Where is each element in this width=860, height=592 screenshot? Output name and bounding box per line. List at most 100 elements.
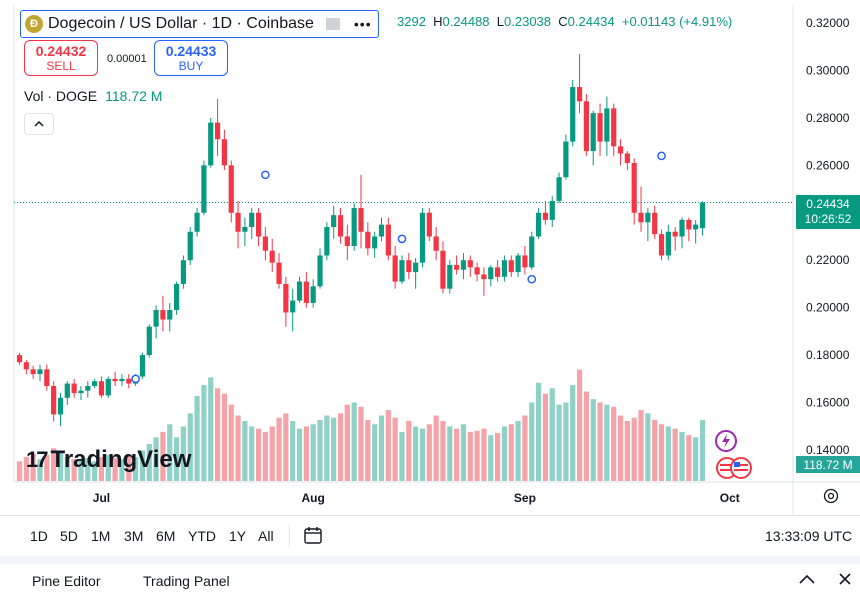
candle-body [481, 274, 487, 280]
tradingview-mark-icon: 17 [26, 447, 49, 472]
volume-bar [515, 421, 521, 481]
y-tick-label: 0.18000 [806, 348, 850, 362]
candle-body [126, 378, 132, 384]
utc-clock[interactable]: 13:33:09 UTC [765, 528, 853, 544]
volume-bar [235, 415, 241, 481]
event-marker [397, 234, 407, 244]
volume-bar [37, 459, 43, 481]
price-chart[interactable]: 0.320000.300000.280000.260000.240000.220… [0, 0, 860, 515]
volume-bar [597, 402, 603, 481]
volume-bar [385, 410, 391, 481]
y-tick-label: 0.20000 [806, 301, 850, 315]
x-tick-label: Sep [514, 491, 536, 505]
candle-body [30, 369, 36, 375]
timeframe-6m[interactable]: 6M [156, 528, 176, 544]
volume-bar [290, 421, 296, 481]
volume-bar [262, 431, 268, 481]
ohlc-close-value: 0.24434 [567, 14, 615, 29]
volume-bar [194, 395, 200, 481]
candle-body [501, 260, 508, 277]
event-marker [527, 274, 537, 284]
buy-button[interactable]: 0.24433 BUY [154, 40, 228, 76]
ohlc-readout: 3292 H0.24488 L0.23038 C0.24434 +0.01143… [397, 14, 732, 29]
candle-body [604, 108, 610, 142]
candle-body [337, 215, 344, 237]
candle-body [645, 212, 651, 223]
settings-icon[interactable] [823, 488, 839, 504]
volume-bar [98, 457, 105, 481]
tab-trading-panel[interactable]: Trading Panel [143, 573, 230, 589]
ohlc-high-label: H [433, 14, 443, 29]
timeframe-5d[interactable]: 5D [60, 528, 78, 544]
calendar-range-icon[interactable] [303, 525, 323, 545]
volume-bar [44, 454, 50, 481]
symbol-legend[interactable]: Ð Dogecoin / US Dollar · 1D · Coinbase •… [20, 10, 379, 38]
volume-bar [119, 459, 125, 481]
candle-body [208, 122, 214, 166]
candle-body [515, 255, 521, 273]
events-icon[interactable] [710, 428, 740, 454]
us-flag-icon[interactable] [715, 456, 753, 480]
volume-bar [214, 388, 221, 481]
timeframe-3m[interactable]: 3M [124, 528, 144, 544]
volume-bar [92, 461, 98, 481]
volume-bar [57, 452, 64, 481]
close-icon[interactable] [838, 572, 852, 586]
candle-body [399, 260, 405, 282]
candle-body [290, 300, 296, 313]
candle-body [23, 362, 29, 370]
candle-body [474, 267, 480, 275]
timeframe-1y[interactable]: 1Y [229, 528, 247, 544]
candle-body [139, 355, 146, 377]
dogecoin-logo-icon: Ð [25, 15, 43, 33]
timeframe-all[interactable]: All [258, 528, 274, 544]
ohlc-open-value: 3292 [397, 14, 426, 29]
volume-bar [454, 428, 460, 481]
volume-bar [658, 424, 665, 481]
candle-body [310, 286, 316, 303]
tradingview-logo[interactable]: 17 TradingView [26, 446, 191, 474]
volume-bar [378, 415, 385, 481]
volume-bar [549, 388, 555, 481]
volume-bar [303, 426, 309, 481]
volume-bar [358, 406, 364, 481]
ohlc-low-label: L [496, 14, 505, 29]
sell-button[interactable]: 0.24432 SELL [24, 40, 98, 76]
volume-bar [617, 415, 624, 481]
volume-bar [255, 428, 262, 481]
volume-bar [344, 404, 350, 481]
ohlc-close-label: C [558, 14, 568, 29]
timeframe-1m[interactable]: 1M [91, 528, 111, 544]
volume-bar [529, 402, 535, 481]
candle-body [331, 215, 337, 228]
candle-body [693, 224, 699, 230]
candle-body [535, 212, 542, 237]
volume-bar [652, 419, 658, 481]
volume-bar [570, 385, 576, 481]
volume-bar [78, 460, 84, 481]
volume-bar [228, 404, 234, 481]
volume-legend[interactable]: Vol · DOGE 118.72 M [24, 88, 162, 104]
timeframe-1d[interactable]: 1D [30, 528, 48, 544]
candle-body [16, 355, 23, 363]
bookmark-flag-icon[interactable] [325, 18, 340, 30]
more-options-icon[interactable]: ••• [353, 16, 372, 32]
volume-bar [351, 402, 357, 481]
candle-body [542, 212, 549, 220]
chevron-up-icon[interactable] [799, 574, 815, 584]
volume-bar [645, 413, 651, 481]
volume-bar [23, 457, 29, 481]
candle-body [624, 153, 630, 163]
tab-pine-editor[interactable]: Pine Editor [32, 573, 101, 589]
candle-body [351, 208, 357, 246]
sell-label: SELL [46, 59, 76, 73]
volume-bar [679, 431, 685, 481]
candle-body [385, 224, 391, 256]
timeframe-ytd[interactable]: YTD [188, 528, 216, 544]
volume-bar [331, 417, 337, 481]
volume-bar [399, 431, 405, 481]
volume-bar [426, 424, 432, 481]
y-tick-label: 0.30000 [806, 63, 850, 77]
volume-bar [542, 393, 549, 481]
collapse-legend-button[interactable] [24, 113, 54, 135]
